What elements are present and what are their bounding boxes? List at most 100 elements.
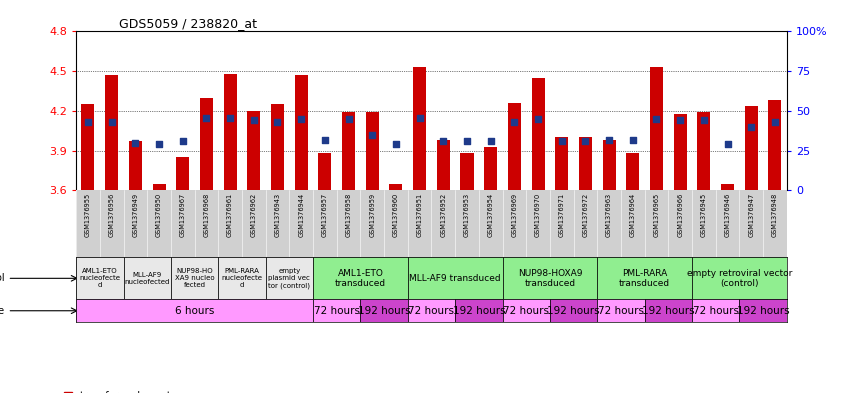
Bar xyxy=(597,299,645,322)
Text: 72 hours: 72 hours xyxy=(693,306,739,316)
Bar xyxy=(76,257,124,299)
Bar xyxy=(531,78,545,191)
Bar xyxy=(313,299,360,322)
Text: GSM1376969: GSM1376969 xyxy=(511,193,518,237)
Legend: transformed count, percentile rank within the sample: transformed count, percentile rank withi… xyxy=(64,391,244,393)
Bar xyxy=(294,75,308,191)
Bar xyxy=(318,153,332,191)
Text: 192 hours: 192 hours xyxy=(547,306,600,316)
Text: 6 hours: 6 hours xyxy=(175,306,214,316)
Text: GSM1376967: GSM1376967 xyxy=(179,193,186,237)
Bar xyxy=(692,257,787,299)
Bar xyxy=(124,257,171,299)
Bar xyxy=(697,112,711,191)
Text: PML-RARA
transduced: PML-RARA transduced xyxy=(619,269,670,288)
Bar xyxy=(152,184,166,191)
Point xyxy=(768,118,782,125)
Text: empty
plasmid vec
tor (control): empty plasmid vec tor (control) xyxy=(268,268,310,288)
Point xyxy=(579,138,592,145)
Text: GSM1376957: GSM1376957 xyxy=(321,193,328,237)
Bar xyxy=(413,67,426,191)
Bar xyxy=(76,299,313,322)
Bar xyxy=(105,75,118,191)
Text: GSM1376949: GSM1376949 xyxy=(132,193,139,237)
Bar xyxy=(503,299,550,322)
Bar xyxy=(360,299,408,322)
Bar xyxy=(602,140,616,191)
Bar xyxy=(266,257,313,299)
Point xyxy=(484,138,497,145)
Text: 192 hours: 192 hours xyxy=(737,306,789,316)
Bar xyxy=(508,103,521,191)
Bar xyxy=(503,257,597,299)
Bar xyxy=(408,299,455,322)
Point xyxy=(389,141,403,147)
Text: GSM1376963: GSM1376963 xyxy=(606,193,613,237)
Text: GSM1376954: GSM1376954 xyxy=(487,193,494,237)
Bar xyxy=(271,104,284,191)
Point xyxy=(129,140,142,146)
Bar xyxy=(626,153,640,191)
Bar xyxy=(579,138,592,191)
Text: 72 hours: 72 hours xyxy=(314,306,360,316)
Point xyxy=(697,117,711,123)
Bar xyxy=(218,257,266,299)
Text: GSM1376958: GSM1376958 xyxy=(345,193,352,237)
Point xyxy=(318,137,332,143)
Point xyxy=(271,118,284,125)
Bar xyxy=(176,157,190,191)
Text: NUP98-HOXA9
transduced: NUP98-HOXA9 transduced xyxy=(518,269,582,288)
Point xyxy=(673,117,687,123)
Text: GSM1376950: GSM1376950 xyxy=(156,193,162,237)
Bar xyxy=(200,98,213,191)
Point xyxy=(105,118,118,125)
Text: GSM1376953: GSM1376953 xyxy=(464,193,470,237)
Point xyxy=(223,114,237,121)
Bar xyxy=(721,184,734,191)
Point xyxy=(81,118,95,125)
Bar xyxy=(550,299,597,322)
Bar xyxy=(692,299,739,322)
Bar xyxy=(673,114,687,191)
Text: AML1-ETO
transduced: AML1-ETO transduced xyxy=(335,269,386,288)
Point xyxy=(200,114,213,121)
Text: GSM1376956: GSM1376956 xyxy=(108,193,115,237)
Bar xyxy=(129,141,142,191)
Bar xyxy=(408,257,503,299)
Point xyxy=(176,138,190,145)
Text: GSM1376970: GSM1376970 xyxy=(535,193,541,237)
Text: GSM1376944: GSM1376944 xyxy=(298,193,305,237)
Bar xyxy=(768,100,782,191)
Bar xyxy=(645,299,692,322)
Bar xyxy=(739,299,787,322)
Point xyxy=(744,124,758,130)
Bar xyxy=(342,112,355,191)
Point xyxy=(650,116,663,122)
Bar xyxy=(597,257,692,299)
Text: time: time xyxy=(0,306,5,316)
Point xyxy=(294,116,308,122)
Bar xyxy=(650,67,663,191)
Bar xyxy=(171,257,218,299)
Bar xyxy=(484,147,497,191)
Bar xyxy=(389,184,403,191)
Point xyxy=(531,116,545,122)
Text: GSM1376951: GSM1376951 xyxy=(416,193,423,237)
Point xyxy=(437,138,450,145)
Text: GSM1376946: GSM1376946 xyxy=(724,193,731,237)
Bar xyxy=(455,299,503,322)
Text: 72 hours: 72 hours xyxy=(409,306,454,316)
Text: MLL-AF9
nucleofected: MLL-AF9 nucleofected xyxy=(124,272,170,285)
Text: GSM1376943: GSM1376943 xyxy=(274,193,281,237)
Text: GSM1376955: GSM1376955 xyxy=(85,193,91,237)
Text: 72 hours: 72 hours xyxy=(503,306,549,316)
Text: MLL-AF9 transduced: MLL-AF9 transduced xyxy=(409,274,501,283)
Text: GSM1376964: GSM1376964 xyxy=(629,193,636,237)
Bar xyxy=(313,257,408,299)
Text: GSM1376960: GSM1376960 xyxy=(393,193,399,237)
Point xyxy=(721,141,734,147)
Text: GSM1376972: GSM1376972 xyxy=(582,193,589,237)
Text: PML-RARA
nucleofecte
d: PML-RARA nucleofecte d xyxy=(222,268,262,288)
Text: GSM1376952: GSM1376952 xyxy=(440,193,447,237)
Text: AML1-ETO
nucleofecte
d: AML1-ETO nucleofecte d xyxy=(80,268,120,288)
